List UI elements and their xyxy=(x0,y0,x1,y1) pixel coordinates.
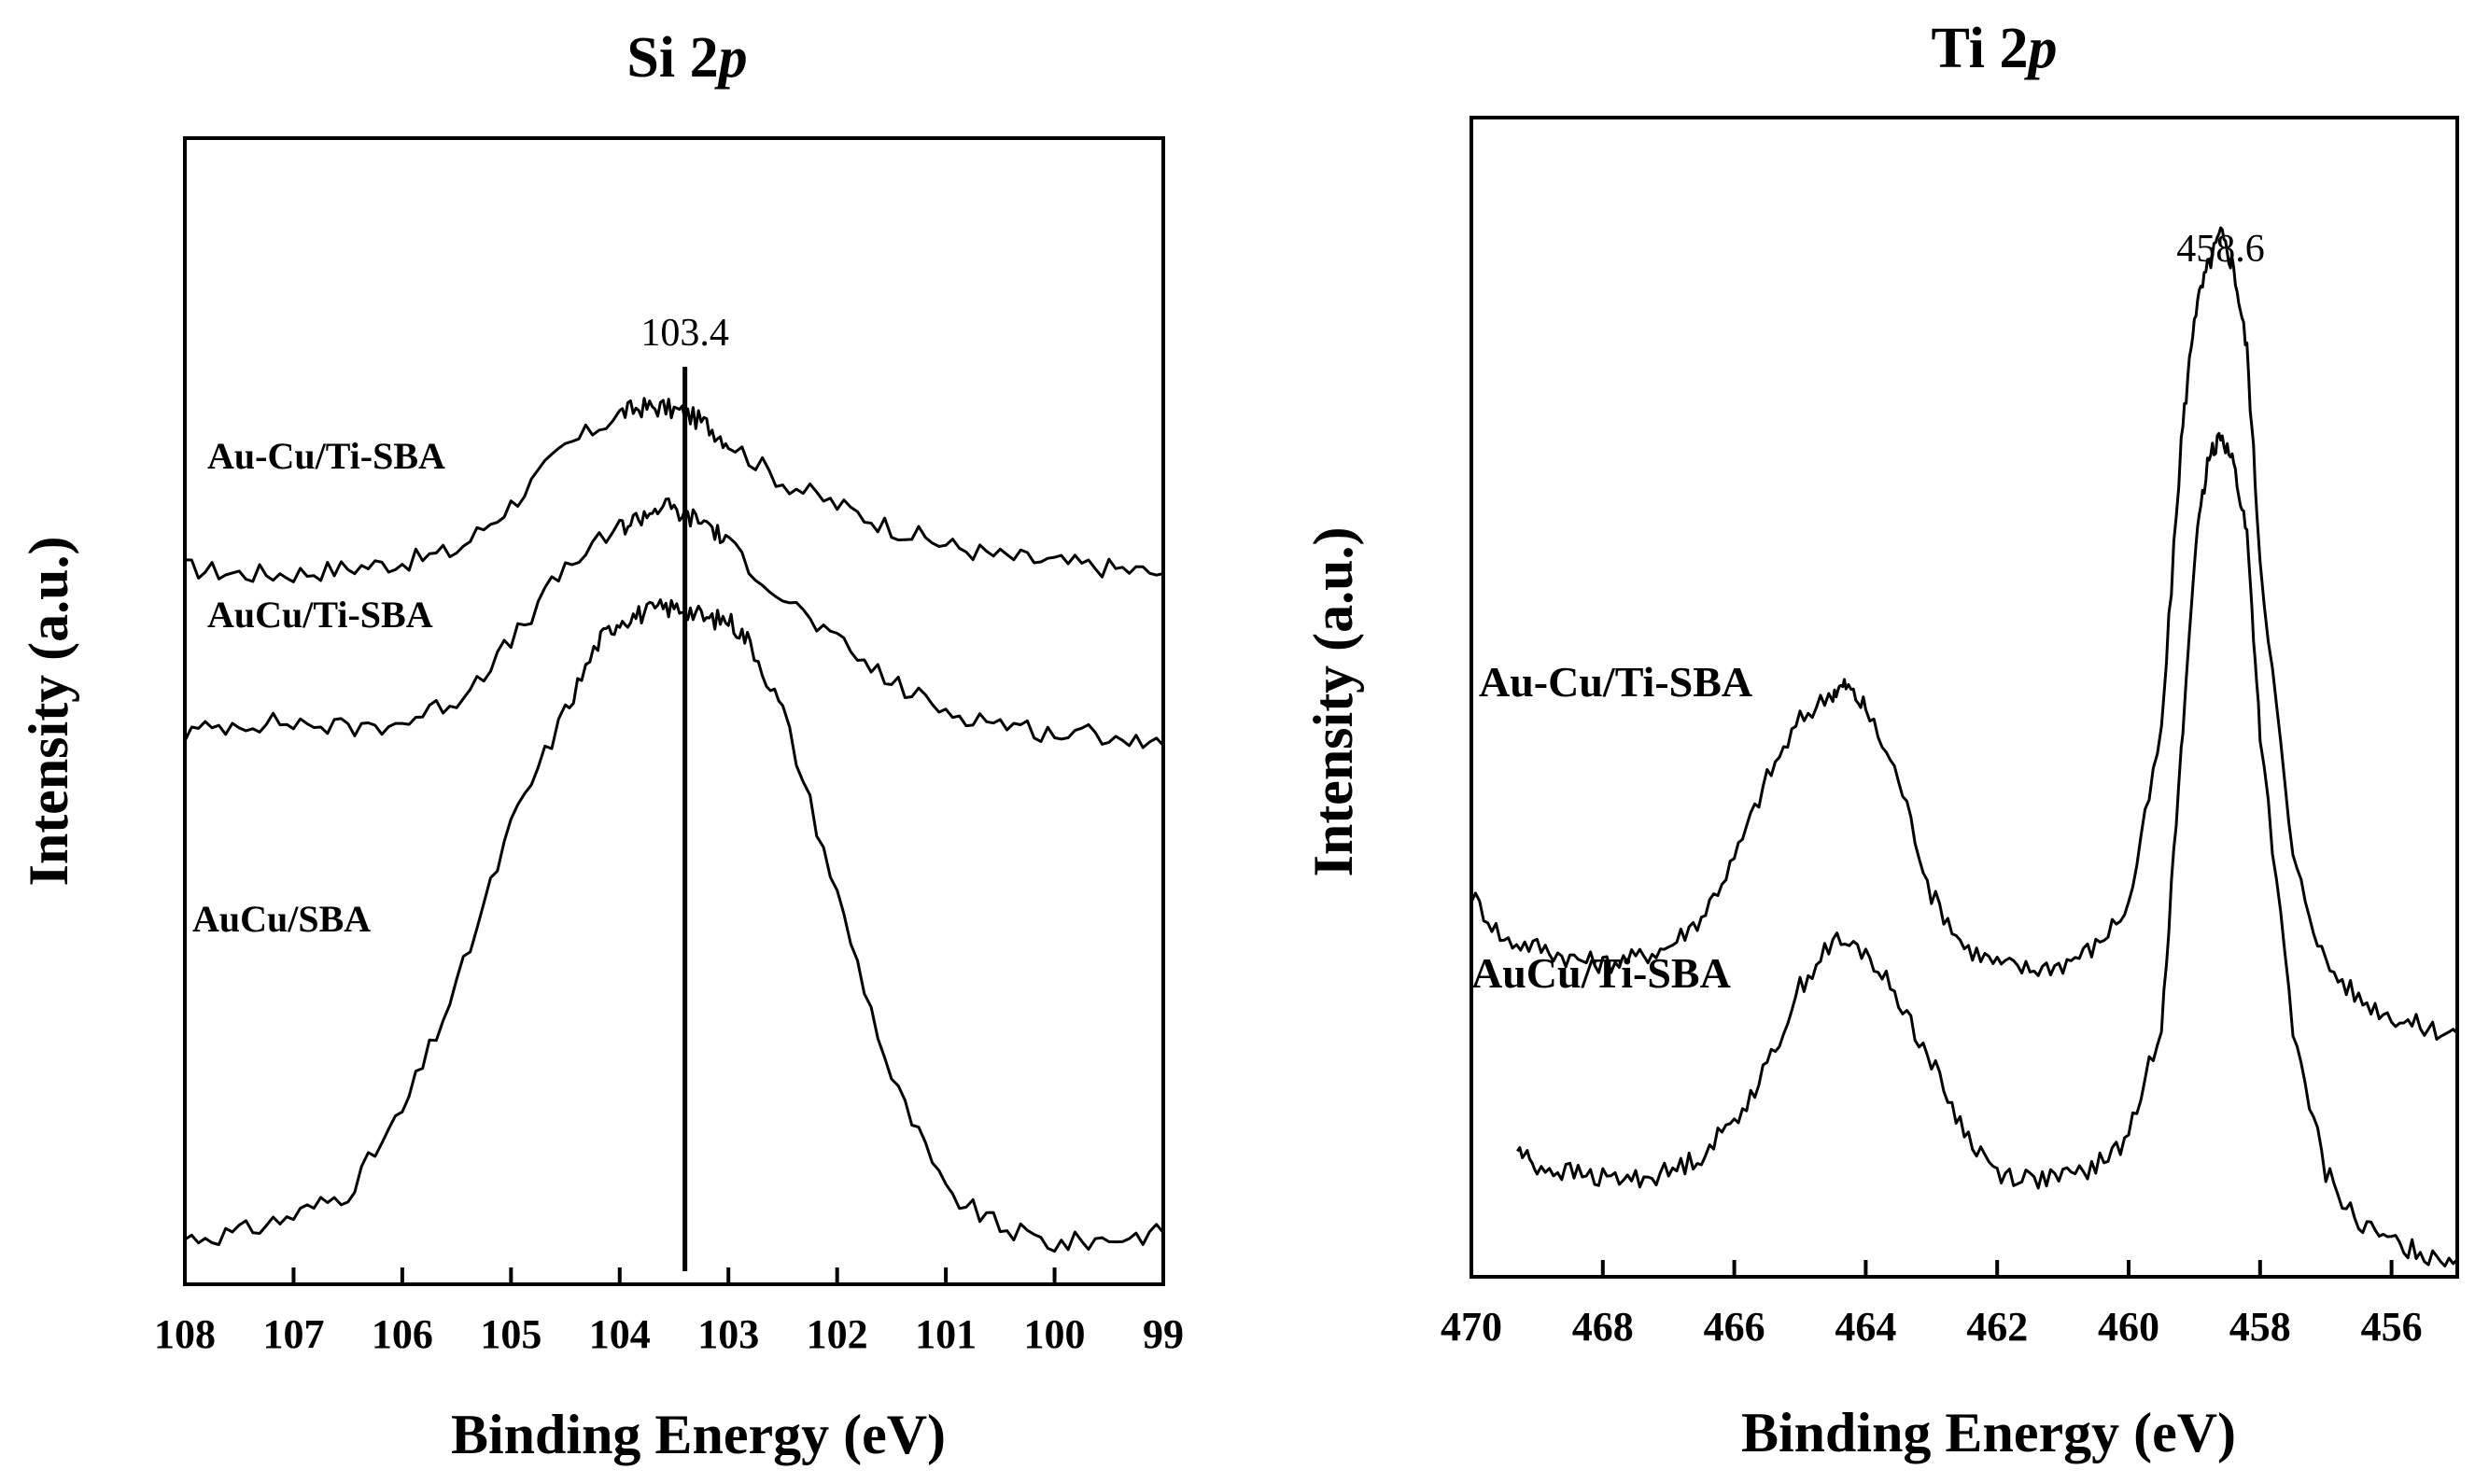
si-2p-peak-annotation: 103.4 xyxy=(640,312,729,355)
si-2p-tick-label-100: 100 xyxy=(1024,1311,1086,1357)
si-2p-x-axis-label: Binding Energy (eV) xyxy=(451,1404,946,1465)
ti-2p-plot-frame xyxy=(1470,116,2459,1279)
ti-2p-series xyxy=(1470,226,2459,1267)
ti-2p-label-aucu-ti-sba: AuCu/Ti-SBA xyxy=(1471,949,1731,997)
ti-2p-tick-label-464: 464 xyxy=(1835,1304,1896,1350)
ti-2p-panel: Ti 2p Intensity (a.u.) Binding Energy (e… xyxy=(1302,17,2459,1463)
si-2p-tick-label-102: 102 xyxy=(807,1311,868,1357)
si-2p-tick-label-99: 99 xyxy=(1143,1311,1184,1357)
si-2p-tick-label-107: 107 xyxy=(262,1311,324,1357)
ti-2p-series-line-aucu-ti-sba xyxy=(1516,431,2459,1267)
ti-2p-tick-label-460: 460 xyxy=(2098,1304,2159,1350)
ti-2p-tick-label-468: 468 xyxy=(1572,1304,1634,1350)
ti-2p-tick-label-456: 456 xyxy=(2361,1304,2423,1350)
si-2p-series-line-aucu-sba xyxy=(184,598,1165,1253)
si-2p-tick-label-103: 103 xyxy=(697,1311,759,1357)
si-2p-series xyxy=(183,397,1165,1253)
si-2p-title: Si 2p xyxy=(626,26,747,90)
ti-2p-title: Ti 2p xyxy=(1932,17,2058,80)
ti-2p-series-line-au-cu-ti-sba xyxy=(1470,226,2459,1042)
ti-2p-x-axis-label: Binding Energy (eV) xyxy=(1741,1402,2236,1463)
si-2p-series-line-au-cu-ti-sba xyxy=(184,397,1164,583)
ti-2p-peak-annotation: 458.6 xyxy=(2176,228,2265,271)
si-2p-panel: Si 2p Intensity (a.u.) Binding Energy (e… xyxy=(18,26,1184,1465)
si-2p-tick-label-105: 105 xyxy=(480,1311,541,1357)
si-2p-y-axis-label: Intensity (a.u.) xyxy=(18,536,79,886)
si-2p-tick-label-106: 106 xyxy=(372,1311,433,1357)
si-2p-label-au-cu-ti-sba: Au-Cu/Ti-SBA xyxy=(207,435,445,477)
ti-2p-y-axis-label: Intensity (a.u.) xyxy=(1302,526,1364,876)
si-2p-tick-label-104: 104 xyxy=(589,1311,651,1357)
ti-2p-label-au-cu-ti-sba: Au-Cu/Ti-SBA xyxy=(1479,658,1752,706)
ti-2p-tick-label-470: 470 xyxy=(1441,1304,1502,1350)
si-2p-label-aucu-sba: AuCu/SBA xyxy=(192,898,371,940)
si-2p-label-aucu-ti-sba: AuCu/Ti-SBA xyxy=(207,594,433,636)
si-2p-tick-label-108: 108 xyxy=(154,1311,216,1357)
ti-2p-tick-label-466: 466 xyxy=(1704,1304,1765,1350)
ti-2p-tick-label-462: 462 xyxy=(1966,1304,2028,1350)
ti-2p-x-ticks: 470 468 466 464 462 460 458 456 xyxy=(1441,1260,2423,1350)
si-2p-plot-frame xyxy=(183,136,1165,1286)
si-2p-series-line-aucu-ti-sba xyxy=(183,497,1165,749)
ti-2p-tick-label-458: 458 xyxy=(2229,1304,2291,1350)
si-2p-tick-label-101: 101 xyxy=(915,1311,977,1357)
si-2p-x-ticks: 108 107 106 105 104 103 102 101 100 99 xyxy=(154,1267,1184,1357)
